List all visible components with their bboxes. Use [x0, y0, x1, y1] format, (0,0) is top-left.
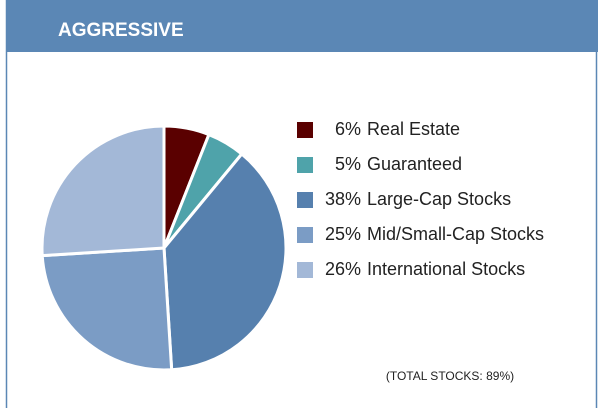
- legend-label: Guaranteed: [367, 154, 462, 174]
- pie-slice: [40, 246, 174, 372]
- annotation: (TOTAL STOCKS: 89%): [386, 369, 514, 383]
- legend-label: Large-Cap Stocks: [367, 189, 511, 209]
- legend-value: 6%: [335, 119, 361, 139]
- chart-title: AGGRESSIVE: [58, 20, 184, 41]
- legend-swatch: [297, 262, 313, 278]
- legend-value: 5%: [335, 154, 361, 174]
- legend-swatch: [297, 227, 313, 243]
- legend-label: Real Estate: [367, 119, 460, 139]
- pie-slice: [162, 151, 288, 372]
- legend-value: 26%: [325, 259, 361, 279]
- legend-label: International Stocks: [367, 259, 525, 279]
- legend-swatch: [297, 122, 313, 138]
- legend-swatch: [297, 192, 313, 208]
- legend-swatch: [297, 157, 313, 173]
- pie-slice: [40, 124, 166, 258]
- legend-value: 25%: [325, 224, 361, 244]
- legend-value: 38%: [325, 189, 361, 209]
- legend-label: Mid/Small-Cap Stocks: [367, 224, 544, 244]
- header-bar: [6, 0, 598, 52]
